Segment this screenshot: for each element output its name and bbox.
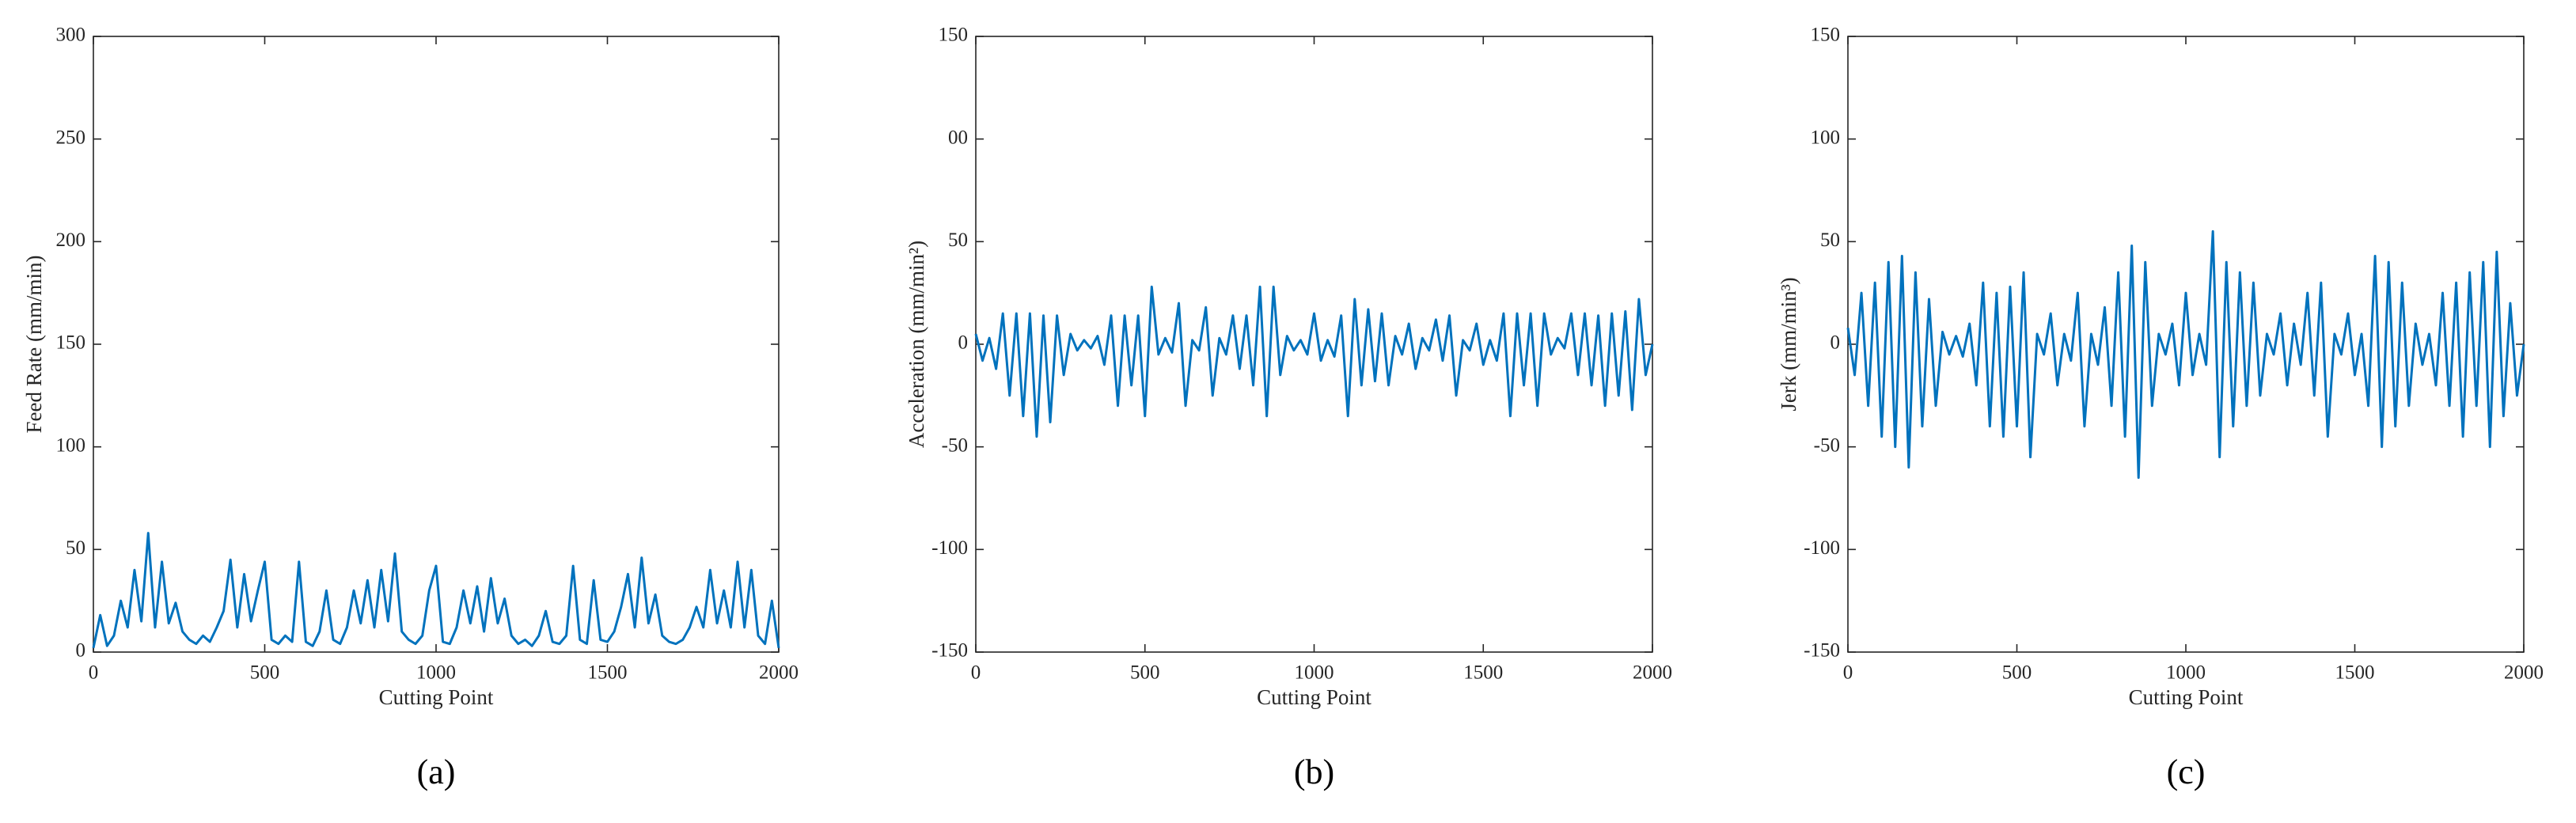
- y-tick-label: 0: [958, 332, 969, 354]
- plot-frame: [1847, 36, 2525, 653]
- y-tick-label: 150: [939, 25, 969, 46]
- y-tick-label: 100: [1811, 127, 1841, 148]
- data-line: [92, 532, 780, 649]
- data-line: [1846, 229, 2525, 480]
- y-tick-label: 250: [56, 127, 86, 148]
- y-tick-label: 200: [56, 229, 86, 251]
- plot-frame: [93, 36, 780, 653]
- y-axis-title: Feed Rate (mm/min): [22, 256, 46, 434]
- x-tick-label: 1000: [416, 662, 456, 684]
- x-tick-label: 500: [1130, 662, 1160, 684]
- y-tick-label: -100: [931, 537, 968, 559]
- y-tick-label: -150: [931, 640, 968, 662]
- x-tick-label: 1000: [2166, 662, 2206, 684]
- x-tick-label: 500: [2002, 662, 2032, 684]
- y-axis-title: Jerk (mm/min³): [1777, 277, 1800, 411]
- y-tick-label: -50: [942, 434, 968, 456]
- x-tick-label: 0: [971, 662, 981, 684]
- y-axis-title: Acceleration (mm/min²): [905, 241, 928, 448]
- x-tick-label: 1000: [1295, 662, 1334, 684]
- y-tick-label: -100: [1804, 537, 1840, 559]
- y-tick-label: 300: [56, 25, 86, 46]
- y-tick-label: 50: [1820, 229, 1840, 251]
- subplot-caption: (c): [2167, 753, 2206, 791]
- y-tick-label: 00: [948, 127, 968, 148]
- plot-frame: [975, 36, 1653, 653]
- x-tick-label: 2000: [759, 662, 799, 684]
- subplot-caption: (a): [417, 753, 456, 791]
- x-axis-title: Cutting Point: [1257, 685, 1371, 709]
- subplot-caption: (b): [1294, 753, 1334, 791]
- x-axis-title: Cutting Point: [379, 685, 494, 709]
- x-tick-label: 1500: [2335, 662, 2375, 684]
- y-tick-label: 100: [56, 434, 86, 456]
- x-axis-title: Cutting Point: [2129, 685, 2244, 709]
- y-tick-label: 50: [66, 537, 85, 559]
- x-tick-label: 0: [1843, 662, 1853, 684]
- x-tick-label: 0: [89, 662, 99, 684]
- x-tick-label: 1500: [1463, 662, 1503, 684]
- data-line: [974, 285, 1654, 438]
- y-tick-label: 150: [1811, 25, 1841, 46]
- x-tick-label: 2000: [1633, 662, 1672, 684]
- y-tick-label: 150: [56, 332, 86, 354]
- y-tick-label: 50: [948, 229, 968, 251]
- x-tick-label: 1500: [588, 662, 628, 684]
- x-tick-label: 500: [250, 662, 280, 684]
- x-tick-label: 2000: [2504, 662, 2544, 684]
- y-tick-label: 0: [1831, 332, 1841, 354]
- y-tick-label: 0: [76, 640, 86, 662]
- y-tick-label: -150: [1804, 640, 1840, 662]
- y-tick-label: -50: [1814, 434, 1840, 456]
